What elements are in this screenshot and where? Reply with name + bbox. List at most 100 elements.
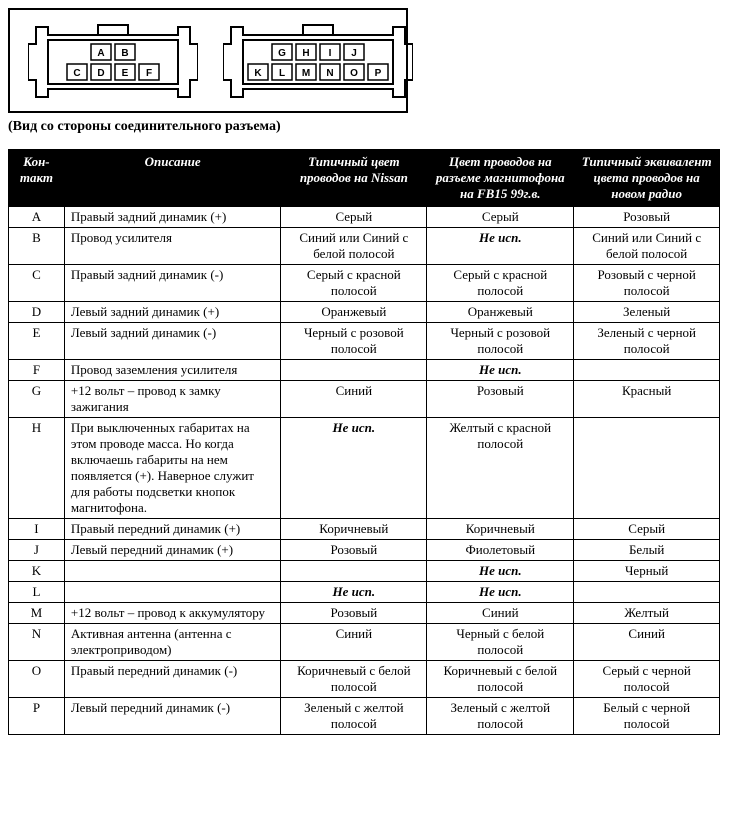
table-cell: Красный [574, 381, 720, 418]
table-cell: Розовый [574, 207, 720, 228]
table-cell: Левый передний динамик (+) [64, 540, 281, 561]
table-cell: Серый [574, 519, 720, 540]
table-cell: Синий [574, 624, 720, 661]
table-cell: N [9, 624, 65, 661]
table-cell: Белый [574, 540, 720, 561]
table-cell: Не исп. [281, 582, 427, 603]
table-cell: G [9, 381, 65, 418]
table-cell: Левый передний динамик (-) [64, 698, 281, 735]
table-cell [281, 561, 427, 582]
table-cell: Коричневый [427, 519, 574, 540]
table-cell: F [9, 360, 65, 381]
table-cell: Розовый [427, 381, 574, 418]
table-cell: I [9, 519, 65, 540]
table-cell: Белый с черной полосой [574, 698, 720, 735]
table-header: Кон-такт Описание Типичный цвет проводов… [9, 150, 720, 207]
svg-text:E: E [122, 68, 129, 79]
table-cell: Коричневый с белой полосой [427, 661, 574, 698]
table-row: BПровод усилителяСиний или Синий с белой… [9, 228, 720, 265]
table-cell: K [9, 561, 65, 582]
table-cell: Черный с розовой полосой [281, 323, 427, 360]
svg-text:H: H [302, 48, 309, 59]
table-row: IПравый передний динамик (+)КоричневыйКо… [9, 519, 720, 540]
table-cell: При выключенных габаритах на этом провод… [64, 418, 281, 519]
table-cell: Серый с черной полосой [574, 661, 720, 698]
table-cell: Зеленый с желтой полосой [281, 698, 427, 735]
table-cell: Правый передний динамик (+) [64, 519, 281, 540]
table-cell: Серый [281, 207, 427, 228]
table-row: M+12 вольт – провод к аккумуляторуРозовы… [9, 603, 720, 624]
table-cell: D [9, 302, 65, 323]
table-cell: Правый задний динамик (+) [64, 207, 281, 228]
table-row: G+12 вольт – провод к замку зажиганияСин… [9, 381, 720, 418]
table-cell: Розовый с черной полосой [574, 265, 720, 302]
table-cell: Зеленый с черной полосой [574, 323, 720, 360]
table-row: HПри выключенных габаритах на этом прово… [9, 418, 720, 519]
svg-text:O: O [350, 68, 358, 79]
table-cell: M [9, 603, 65, 624]
col-fb15: Цвет проводов на разъеме магнитофона на … [427, 150, 574, 207]
connector-right-svg: GHIJ KLMNOP [223, 22, 413, 102]
table-cell: O [9, 661, 65, 698]
table-cell: Коричневый с белой полосой [281, 661, 427, 698]
table-cell: Оранжевый [281, 302, 427, 323]
table-cell: C [9, 265, 65, 302]
table-cell [64, 561, 281, 582]
table-cell: Черный с розовой полосой [427, 323, 574, 360]
table-row: JЛевый передний динамик (+)РозовыйФиолет… [9, 540, 720, 561]
svg-text:B: B [121, 48, 128, 59]
table-cell: J [9, 540, 65, 561]
table-cell: Коричневый [281, 519, 427, 540]
table-cell: P [9, 698, 65, 735]
table-cell: Правый задний динамик (-) [64, 265, 281, 302]
table-cell: +12 вольт – провод к замку зажигания [64, 381, 281, 418]
table-cell: Фиолетовый [427, 540, 574, 561]
connector-left-svg: AB CDEF [28, 22, 198, 102]
table-cell: Розовый [281, 603, 427, 624]
table-cell: Не исп. [427, 582, 574, 603]
svg-text:D: D [97, 68, 104, 79]
table-cell: Провод усилителя [64, 228, 281, 265]
table-cell: E [9, 323, 65, 360]
svg-text:M: M [302, 68, 310, 79]
table-body: AПравый задний динамик (+)СерыйСерыйРозо… [9, 207, 720, 735]
table-cell: L [9, 582, 65, 603]
svg-text:L: L [279, 68, 285, 79]
table-cell: Синий [427, 603, 574, 624]
table-cell: Правый передний динамик (-) [64, 661, 281, 698]
table-cell: Черный [574, 561, 720, 582]
table-cell: Синий или Синий с белой полосой [574, 228, 720, 265]
svg-text:G: G [278, 48, 286, 59]
connector-right: GHIJ KLMNOP [223, 22, 388, 102]
svg-text:I: I [329, 48, 332, 59]
table-row: NАктивная антенна (антенна с электроприв… [9, 624, 720, 661]
table-row: L Не исп.Не исп. [9, 582, 720, 603]
table-cell: Активная антенна (антенна с электроприво… [64, 624, 281, 661]
table-row: EЛевый задний динамик (-)Черный с розово… [9, 323, 720, 360]
svg-text:P: P [375, 68, 382, 79]
table-row: FПровод заземления усилителяНе исп. [9, 360, 720, 381]
table-cell: A [9, 207, 65, 228]
table-cell: +12 вольт – провод к аккумулятору [64, 603, 281, 624]
col-newradio: Типичный эквивалент цвета проводов на но… [574, 150, 720, 207]
col-nissan: Типичный цвет проводов на Nissan [281, 150, 427, 207]
table-cell: Желтый с красной полосой [427, 418, 574, 519]
table-cell: Черный с белой полосой [427, 624, 574, 661]
table-row: OПравый передний динамик (-)Коричневый с… [9, 661, 720, 698]
connector-left: AB CDEF [28, 22, 193, 102]
svg-text:F: F [146, 68, 152, 79]
table-cell: Синий [281, 624, 427, 661]
svg-text:A: A [97, 48, 104, 59]
table-cell: Синий или Синий с белой полосой [281, 228, 427, 265]
col-desc: Описание [64, 150, 281, 207]
table-cell: H [9, 418, 65, 519]
table-row: KНе исп.Черный [9, 561, 720, 582]
table-cell: Серый с красной полосой [427, 265, 574, 302]
table-row: DЛевый задний динамик (+)ОранжевыйОранже… [9, 302, 720, 323]
table-cell: Серый с красной полосой [281, 265, 427, 302]
svg-text:N: N [326, 68, 333, 79]
table-cell: Зеленый [574, 302, 720, 323]
table-cell: Зеленый с желтой полосой [427, 698, 574, 735]
table-cell [574, 582, 720, 603]
pinout-table: Кон-такт Описание Типичный цвет проводов… [8, 149, 720, 735]
